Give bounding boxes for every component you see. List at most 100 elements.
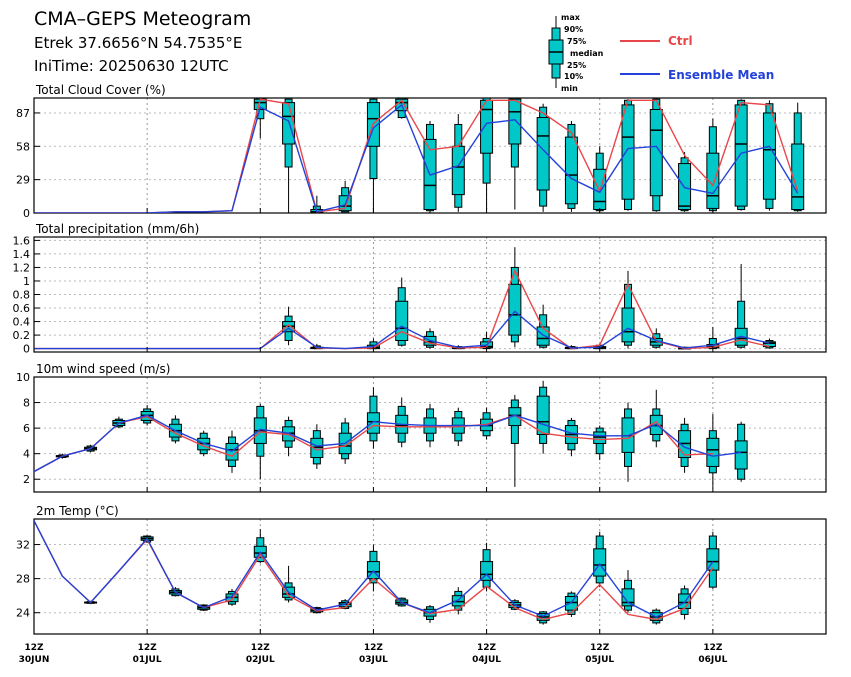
y-tick-label: 1 (23, 275, 30, 288)
init-time-label: IniTime: 20250630 12UTC (34, 57, 229, 75)
y-tick-label: 6 (23, 422, 30, 435)
panel-title: 10m wind speed (m/s) (36, 362, 170, 376)
y-tick-label: 0.6 (13, 302, 31, 315)
x-tick-date-label: 01JUL (133, 655, 162, 665)
ensemble-box (395, 397, 409, 448)
panel-frame (33, 376, 827, 493)
x-tick-hour-label: 12Z (703, 643, 723, 653)
box-inner-25-75 (395, 300, 409, 342)
panels: Total Cloud Cover (%) 0 29 58 87 Total precip… (13, 83, 827, 635)
location-label: Etrek 37.6656°N 54.7535°E (34, 34, 242, 52)
ensemble-box (536, 103, 550, 212)
x-tick-hour-label: 12Z (590, 643, 610, 653)
box-inner-25-75 (536, 326, 550, 346)
panel-frame (33, 518, 827, 635)
ensemble-mean-line (34, 103, 799, 213)
ensemble-box (536, 380, 550, 454)
box-inner-25-75 (564, 596, 578, 611)
y-tick-label: 1.6 (13, 234, 31, 247)
y-tick-label: 29 (16, 174, 30, 187)
ensemble-mean-line (34, 414, 742, 473)
x-axis: 12Z 30JUN 12Z 01JUL 12Z 02JUL 12Z 03JUL 12Z 04JUL… (19, 643, 728, 665)
ensemble-box (282, 98, 296, 213)
box-outer-10-90 (737, 300, 746, 348)
panel-title: Total Cloud Cover (%) (35, 83, 166, 97)
x-tick-date-label: 05JUL (585, 655, 614, 665)
ensemble-box (423, 121, 437, 213)
x-tick-date-label: 04JUL (472, 655, 501, 665)
legend-p10-label: 10% (564, 72, 583, 81)
ensemble-box (253, 403, 267, 480)
y-tick-label: 10 (16, 371, 30, 384)
box-inner-25-75 (621, 104, 635, 200)
legend-median-label: median (570, 49, 604, 58)
ensemble-box (706, 414, 720, 487)
ctrl-line (34, 414, 713, 473)
box-inner-25-75 (734, 440, 748, 470)
box-inner-25-75 (451, 595, 465, 607)
box-inner-25-75 (508, 283, 522, 336)
box-inner-25-75 (508, 98, 522, 145)
plot-area (34, 380, 748, 487)
legend-max-label: max (561, 13, 581, 22)
ensemble-box (225, 588, 239, 606)
box-inner-25-75 (762, 341, 776, 348)
y-tick-label: 1.2 (13, 261, 31, 274)
ensemble-box (762, 338, 776, 349)
y-tick-label: 1.4 (13, 248, 31, 261)
box-inner-25-75 (706, 437, 720, 467)
legend-p75-label: 75% (567, 37, 586, 46)
box-inner-25-75 (451, 145, 465, 196)
ensemble-box (678, 417, 692, 473)
ensemble-box (395, 277, 409, 347)
panel-3: 10m wind speed (m/s) 2 4 6 8 10 (16, 362, 827, 493)
legend-p25-label: 25% (567, 61, 586, 70)
legend-p90-label: 90% (564, 25, 583, 34)
x-tick-hour-label: 12Z (138, 643, 158, 653)
y-tick-label: 2 (23, 473, 30, 486)
ensemble-box (366, 544, 380, 592)
ensemble-box (282, 565, 296, 603)
ensemble-box (734, 421, 748, 482)
panel-title: 2m Temp (°C) (36, 504, 119, 518)
plot-area (34, 247, 776, 350)
ensemble-box (536, 304, 550, 349)
y-tick-label: 28 (16, 573, 30, 586)
y-tick-label: 24 (16, 607, 30, 620)
legend-series: Ctrl Ensemble Mean (620, 34, 774, 82)
y-tick-label: 87 (16, 107, 30, 120)
y-tick-label: 32 (16, 539, 30, 552)
box-inner-25-75 (621, 588, 635, 607)
ensemble-mean-line (34, 520, 714, 618)
y-tick-label: 8 (23, 397, 30, 410)
box-inner-25-75 (649, 109, 663, 197)
x-tick-date-label: 02JUL (246, 655, 275, 665)
ensemble-box (593, 425, 607, 461)
y-tick-label: 4 (23, 448, 30, 461)
ensemble-box (706, 531, 720, 589)
ensemble-box (621, 570, 635, 613)
ensemble-box (366, 387, 380, 449)
box-inner-25-75 (564, 136, 578, 205)
y-tick-label: 0 (23, 343, 30, 356)
box-inner-25-75 (762, 112, 776, 200)
meteogram-title: CMA–GEPS Meteogram (34, 8, 251, 30)
panel-4: 2m Temp (°C) 24 28 32 (16, 504, 827, 635)
ensemble-box (451, 114, 465, 212)
legend-min-label: min (561, 84, 578, 93)
x-tick-hour-label: 12Z (251, 643, 271, 653)
y-tick-label: 0 (23, 207, 30, 220)
ensemble-box (621, 270, 635, 349)
box-inner-25-75 (282, 102, 296, 145)
box-inner-25-75 (480, 561, 494, 581)
x-tick-date-label: 03JUL (359, 655, 388, 665)
box-inner-25-75 (366, 412, 380, 434)
ensemble-box (621, 402, 635, 482)
ensemble-box (480, 98, 494, 210)
x-tick-date-label: 06JUL (698, 655, 727, 665)
box-inner-25-75 (621, 307, 635, 343)
y-tick-label: 58 (16, 140, 30, 153)
legend-box-explainer: max 90% 75% median 25% 10% min (548, 13, 604, 93)
